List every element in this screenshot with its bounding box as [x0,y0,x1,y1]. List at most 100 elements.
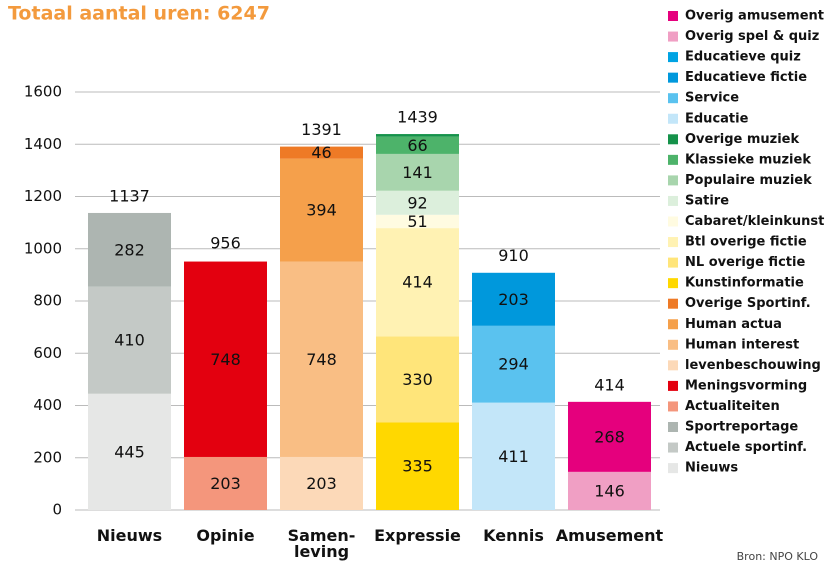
legend-swatch [668,257,678,268]
source: Bron: NPO KLO [737,550,819,563]
x-tick-label: Expressie [374,526,461,545]
legend-swatch [668,380,678,391]
legend-label: Actualiteiten [685,399,780,414]
legend-label: Overige Sportinf. [685,296,811,311]
bar-segment [280,146,363,159]
segment-label: 146 [594,481,625,500]
segment-label: 294 [498,355,529,374]
segment-label: 46 [311,143,331,162]
segment-label: 410 [114,331,145,350]
total-label: 956 [210,234,241,253]
legend-swatch [668,319,678,330]
legend-label: levenbeschouwing [685,358,821,373]
bar-segment [472,272,555,326]
y-tick-label: 800 [33,292,62,310]
legend-swatch [668,463,678,474]
y-tick-label: 0 [52,501,62,519]
legend-swatch [668,401,678,412]
legend-label: Satire [685,193,729,208]
total-label: 910 [498,246,529,265]
legend-label: Actuele sportinf. [685,440,807,455]
segment-label: 411 [498,447,529,466]
legend-swatch [668,216,678,227]
legend-swatch [668,52,678,63]
x-tick-label: Nieuws [97,526,162,545]
legend-swatch [668,298,678,309]
y-tick-label: 600 [33,344,62,362]
y-tick-label: 1600 [24,83,62,101]
bar-segment [376,336,459,423]
bar-segment [376,422,459,510]
segment-label: 203 [498,290,529,309]
legend-swatch [668,113,678,124]
y-tick-label: 400 [33,396,62,414]
bar-segment [568,401,651,472]
legend-label: Service [685,91,739,106]
total-label: 1439 [397,108,438,127]
bar-segment [376,134,459,137]
legend-label: Overige muziek [685,132,799,147]
bar-segment [376,228,459,337]
legend-label: Educatieve fictie [685,70,807,85]
x-tick-label: Amusement [556,526,664,545]
bar-segment [88,393,171,510]
legend-label: Educatie [685,111,749,126]
legend-label: Nieuws [685,461,738,476]
chart-title: Totaal aantal uren: 6247 [8,3,270,25]
segment-label: 92 [407,193,427,212]
segment-label: 330 [402,370,433,389]
segment-label: 66 [407,136,427,155]
legend-swatch [668,154,678,165]
bar-segment [376,136,459,154]
bar-segment [472,402,555,510]
bar-segment [280,158,363,262]
segment-label: 414 [402,273,433,292]
legend-swatch [668,442,678,453]
bar-segment [376,153,459,191]
x-tick-label: Opinie [196,526,254,545]
segment-label: 335 [402,457,433,476]
bar-segment [568,471,651,510]
bar-segment [376,214,459,229]
legend-label: NL overige fictie [685,255,805,270]
legend-label: Overig amusement [685,9,824,24]
legend-swatch [668,11,678,21]
segment-label: 394 [306,201,337,220]
y-tick-label: 200 [33,448,62,466]
legend-swatch [668,360,678,371]
legend-swatch [668,339,678,350]
bar-segment [376,190,459,215]
legend-label: Btl overige fictie [685,235,807,250]
segment-label: 51 [407,212,427,231]
legend-label: Meningsvorming [685,378,807,393]
legend-label: Educatieve quiz [685,50,801,65]
y-tick-label: 1200 [24,187,62,205]
segment-label: 141 [402,163,433,182]
legend-label: Human actua [685,317,782,332]
segment-label: 203 [210,474,241,493]
legend-swatch [668,237,678,248]
legend-label: Populaire muziek [685,173,812,188]
x-tick-label: Samen-leving [288,526,356,561]
total-label: 1137 [109,186,150,205]
segment-label: 748 [306,350,337,369]
segment-label: 748 [210,350,241,369]
legend-swatch [668,134,678,145]
legend-swatch [668,422,678,432]
bar-segment [184,261,267,457]
segment-label: 268 [594,427,625,446]
legend-label: Sportreportage [685,420,798,435]
legend-label: Human interest [685,337,799,352]
total-label: 1391 [301,120,342,139]
y-tick-label: 1400 [24,135,62,153]
bar-segment [88,286,171,394]
legend-swatch [668,72,678,83]
legend-label: Klassieke muziek [685,152,811,167]
legend-swatch [668,195,678,206]
total-label: 414 [594,375,625,394]
bar-segment [88,212,171,287]
bar-segment [280,261,363,457]
y-tick-label: 1000 [24,239,62,257]
bar-segment [472,325,555,403]
